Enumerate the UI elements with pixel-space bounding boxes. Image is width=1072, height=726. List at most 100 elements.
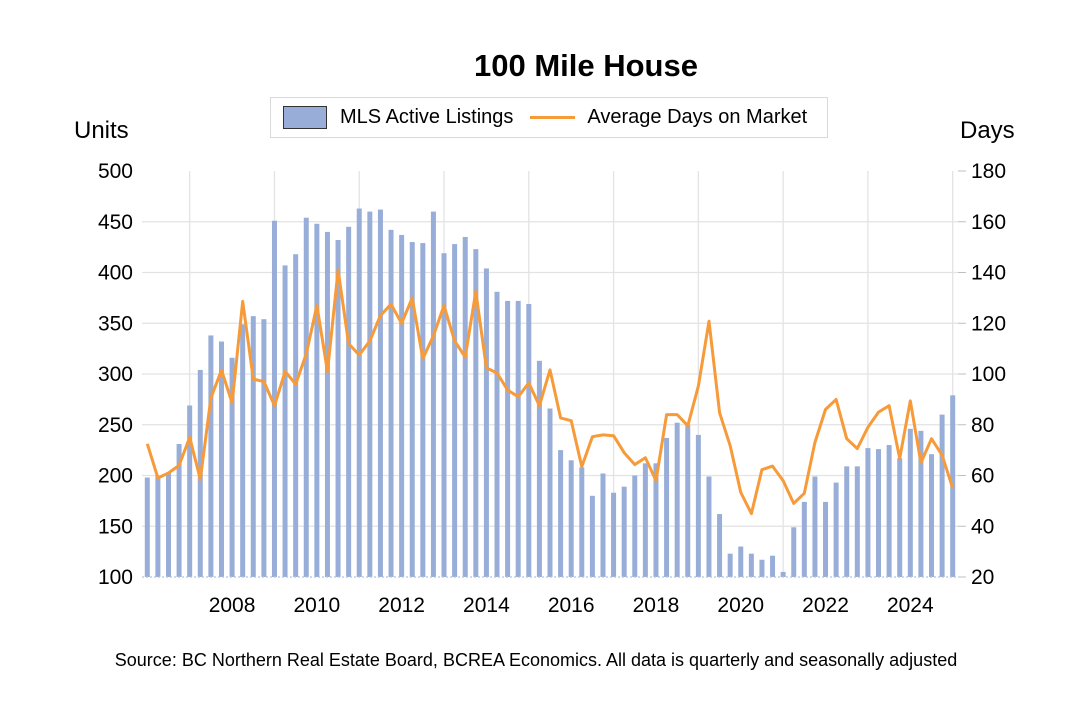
bar <box>685 424 691 577</box>
bar <box>430 211 436 577</box>
y-tick-label: 350 <box>98 312 133 335</box>
x-tick-label: 2020 <box>717 594 764 617</box>
y2-tick-label: 40 <box>971 515 994 538</box>
y2-tick-label: 100 <box>971 363 1006 386</box>
bar <box>208 335 214 577</box>
x-tick-label: 2014 <box>463 594 510 617</box>
bar <box>356 208 362 577</box>
bar <box>939 414 945 577</box>
bar <box>611 492 617 577</box>
bar <box>918 430 924 577</box>
source-note: Source: BC Northern Real Estate Board, B… <box>114 650 958 670</box>
chart-title: 100 Mile House <box>474 48 698 83</box>
legend-bar-swatch <box>283 106 327 129</box>
y2-tick-label: 160 <box>971 211 1006 234</box>
bar <box>409 242 415 578</box>
y-tick-label: 200 <box>98 465 133 488</box>
bar <box>695 434 701 577</box>
bar <box>621 486 627 577</box>
x-tick-label: 2016 <box>548 594 595 617</box>
bar <box>526 303 532 577</box>
bar <box>441 253 447 577</box>
y-tick-label: 150 <box>98 515 133 538</box>
bar <box>791 527 797 577</box>
bar <box>558 450 564 577</box>
bar <box>483 268 489 577</box>
x-tick-label: 2008 <box>209 594 256 617</box>
y-tick-label: 400 <box>98 262 133 285</box>
x-tick-label: 2024 <box>887 594 934 617</box>
bar <box>155 475 161 577</box>
axes: 500 450 400 350 300 250 200 150 100 180 160 140 120 1… <box>98 160 1006 617</box>
bar <box>420 243 426 577</box>
bar <box>229 357 235 577</box>
bar <box>176 444 182 577</box>
x-tick-label: 2022 <box>802 594 849 617</box>
bar <box>642 463 648 577</box>
x-tick-label: 2018 <box>633 594 680 617</box>
bar <box>187 405 193 577</box>
bar <box>250 316 256 577</box>
bar <box>770 555 776 577</box>
bar <box>886 445 892 577</box>
bar <box>759 559 765 577</box>
bar <box>515 300 521 577</box>
bar <box>261 319 267 577</box>
bar <box>293 254 299 578</box>
bar <box>844 466 850 577</box>
bar <box>632 475 638 577</box>
bar <box>579 467 585 577</box>
x-tick-label: 2012 <box>378 594 425 617</box>
bar <box>314 223 320 577</box>
bar <box>600 473 606 577</box>
legend-line-swatch <box>530 116 576 119</box>
legend: MLS Active Listings Average Days on Mark… <box>270 97 828 138</box>
y2-tick-label: 80 <box>971 414 994 437</box>
bar <box>748 553 754 577</box>
bar <box>367 211 373 577</box>
bar <box>144 477 150 577</box>
bar <box>536 360 542 577</box>
y2-tick-label: 60 <box>971 465 994 488</box>
bar <box>505 300 511 577</box>
bar <box>589 495 595 577</box>
y-tick-label: 250 <box>98 414 133 437</box>
bar-series <box>144 208 956 578</box>
bar <box>664 437 670 577</box>
bar <box>738 546 744 577</box>
bar <box>780 571 786 577</box>
y-tick-label: 450 <box>98 211 133 234</box>
line-series <box>145 268 955 516</box>
bar <box>929 454 935 577</box>
bar <box>165 472 171 577</box>
y2-tick-label: 140 <box>971 262 1006 285</box>
bar <box>377 209 383 577</box>
bar <box>854 466 860 577</box>
bar <box>388 229 394 577</box>
y2-tick-label: 180 <box>971 160 1006 183</box>
bar <box>833 482 839 577</box>
bar <box>346 226 352 577</box>
bar <box>462 236 468 577</box>
bar <box>271 220 277 578</box>
bar <box>876 449 882 577</box>
y-tick-label: 100 <box>98 566 133 589</box>
bar <box>282 265 288 577</box>
bar <box>568 460 574 577</box>
bar <box>897 458 903 577</box>
y2-tick-label: 120 <box>971 312 1006 335</box>
bar <box>494 291 500 577</box>
bar <box>240 324 246 577</box>
bar <box>727 553 733 577</box>
bar <box>907 428 913 577</box>
y-tick-label: 300 <box>98 363 133 386</box>
bar <box>399 234 405 577</box>
legend-label-listings: MLS Active Listings <box>340 106 514 128</box>
days-on-market-line <box>145 268 955 516</box>
bar <box>706 476 712 577</box>
y-axis-title: Units <box>74 117 129 144</box>
legend-label-days: Average Days on Market <box>587 106 808 128</box>
bar <box>674 422 680 577</box>
bar <box>473 249 479 577</box>
